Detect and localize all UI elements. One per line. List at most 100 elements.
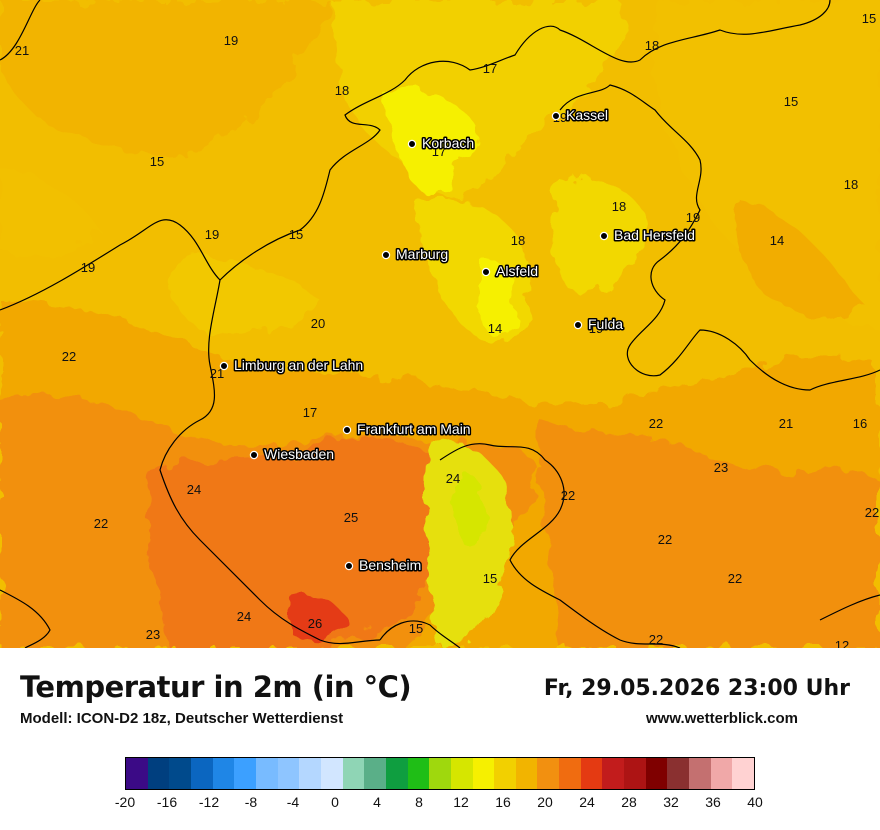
city-dot <box>407 139 417 149</box>
color-scale-segment <box>385 758 408 789</box>
temperature-value: 23 <box>714 460 728 475</box>
temperature-value: 15 <box>409 621 423 636</box>
temperature-value: 22 <box>561 488 575 503</box>
temperature-map: 21 19 17 18 15 18 19 15 15 17 18 18 19 19 15 18 14 19 20 14… <box>0 0 880 649</box>
color-scale-segment <box>580 758 603 789</box>
temperature-values: 21 19 17 18 15 18 19 15 15 17 18 18 19 19 15 18 14 19 20 14… <box>15 11 879 648</box>
city-marker-bensheim: Bensheim <box>344 556 423 575</box>
footer <box>0 648 880 830</box>
city-marker-marburg: Marburg <box>381 245 450 264</box>
page-title: Temperatur in 2m (in °C) <box>20 670 412 704</box>
temperature-value: 21 <box>779 416 793 431</box>
color-scale-segment <box>689 758 711 789</box>
color-scale-segment <box>450 758 473 789</box>
color-scale-tick-label: 28 <box>621 794 637 810</box>
temperature-value: 22 <box>865 505 879 520</box>
temperature-value: 22 <box>94 516 108 531</box>
color-scale-segment <box>342 758 365 789</box>
temperature-value: 24 <box>446 471 460 486</box>
temperature-value: 17 <box>483 61 497 76</box>
color-scale-segment <box>277 758 300 789</box>
temperature-value: 21 <box>15 43 29 58</box>
temperature-value: 18 <box>511 233 525 248</box>
color-scale-tick-label: -16 <box>156 794 178 810</box>
color-scale-segment <box>190 758 213 789</box>
color-scale-segment <box>299 758 321 789</box>
temperature-value: 16 <box>853 416 867 431</box>
website-link[interactable]: www.wetterblick.com <box>646 710 798 727</box>
city-dot <box>219 361 229 371</box>
temperature-value: 18 <box>335 83 349 98</box>
temperature-value: 15 <box>289 227 303 242</box>
city-marker-frankfurt-am-main: Frankfurt am Main <box>342 420 472 439</box>
city-dot <box>573 320 583 330</box>
city-label: Bad Hersfeld <box>614 227 695 243</box>
temperature-value: 26 <box>308 616 322 631</box>
temperature-value: 19 <box>81 260 95 275</box>
city-dot <box>342 425 352 435</box>
temperature-value: 14 <box>488 321 502 336</box>
city-dot <box>481 267 491 277</box>
color-scale-tick-label: 8 <box>415 794 423 810</box>
color-scale-tick-label: 24 <box>579 794 595 810</box>
temperature-value: 19 <box>686 210 700 225</box>
city-label: Frankfurt am Main <box>357 421 471 437</box>
color-scale-segment <box>710 758 733 789</box>
color-scale-segment <box>407 758 430 789</box>
color-scale-tick-label: -12 <box>198 794 220 810</box>
temperature-value: 12 <box>835 638 849 648</box>
city-marker-fulda: Fulda <box>573 315 625 334</box>
borders <box>0 0 880 648</box>
color-scale-segment <box>169 758 191 789</box>
temperature-value: 19 <box>224 33 238 48</box>
color-scale-tick-label: 40 <box>747 794 763 810</box>
color-scale-tick-label: 32 <box>663 794 679 810</box>
temperature-value: 22 <box>649 632 663 647</box>
city-dot <box>599 231 609 241</box>
color-scale-tick-label: 12 <box>453 794 469 810</box>
color-scale-bar <box>125 757 755 790</box>
temperature-value: 15 <box>150 154 164 169</box>
color-scale-segment <box>126 758 148 789</box>
temperature-value: 14 <box>770 233 784 248</box>
city-label: Kassel <box>566 107 608 123</box>
city-marker-korbach: Korbach <box>407 134 476 153</box>
temperature-value: 18 <box>612 199 626 214</box>
temperature-value: 15 <box>784 94 798 109</box>
color-scale-tick-label: -20 <box>114 794 136 810</box>
color-scale-segment <box>320 758 343 789</box>
temperature-value: 23 <box>146 627 160 642</box>
temperature-value: 22 <box>728 571 742 586</box>
color-scale-segment <box>602 758 625 789</box>
city-dot <box>551 111 561 121</box>
city-marker-wiesbaden: Wiesbaden <box>249 445 336 464</box>
color-scale-segment <box>472 758 495 789</box>
color-scale-segment <box>494 758 516 789</box>
temperature-value: 19 <box>205 227 219 242</box>
temperature-value: 20 <box>311 316 325 331</box>
temperature-value: 22 <box>658 532 672 547</box>
temperature-value: 22 <box>62 349 76 364</box>
color-scale-segment <box>537 758 560 789</box>
color-scale-segment <box>429 758 451 789</box>
temperature-value: 15 <box>483 571 497 586</box>
forecast-datetime: Fr, 29.05.2026 23:00 Uhr <box>543 676 850 701</box>
city-label: Korbach <box>422 135 474 151</box>
city-markers: Kassel Korbach Bad Hersfeld Marburg Alsfeld F… <box>219 106 696 575</box>
temperature-value: 15 <box>862 11 876 26</box>
city-dot <box>381 250 391 260</box>
city-label: Marburg <box>396 246 448 262</box>
color-scale-segment <box>515 758 538 789</box>
city-label: Bensheim <box>359 557 421 573</box>
color-scale-tick-label: -4 <box>286 794 300 810</box>
color-scale-ticks: -20 -16 -12 -8 -4 0 4 8 12 16 20 24 28 32 36 40 <box>115 794 763 814</box>
city-label: Wiesbaden <box>264 446 334 462</box>
model-info: Modell: ICON-D2 18z, Deutscher Wetterdie… <box>20 710 344 727</box>
temperature-value: 17 <box>303 405 317 420</box>
color-scale-segment <box>234 758 256 789</box>
city-dot <box>249 450 259 460</box>
temperature-value: 25 <box>344 510 358 525</box>
temperature-value: 17 <box>432 144 446 159</box>
color-scale-segment <box>732 758 755 789</box>
temperature-value: 24 <box>187 482 201 497</box>
